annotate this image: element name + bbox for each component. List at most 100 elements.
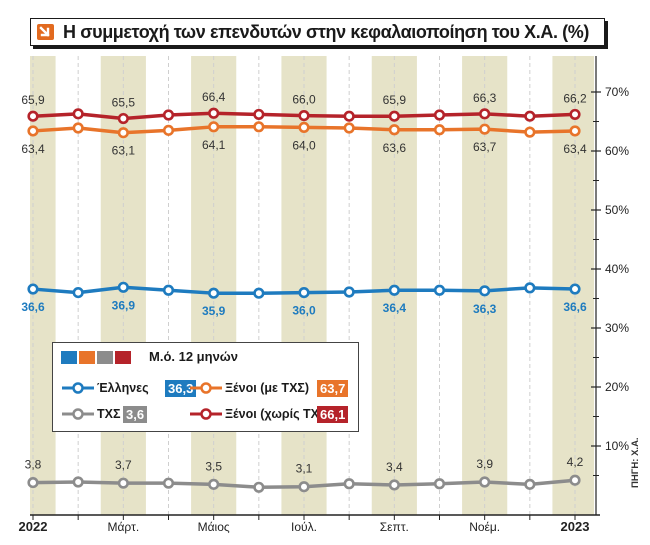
data-point [72, 476, 84, 488]
y-tick-label: 50% [605, 203, 629, 217]
data-label: 3,9 [476, 457, 493, 471]
y-tick-label: 10% [605, 439, 629, 453]
legend-avg-greeks: 36,3 [165, 380, 197, 397]
legend-label-foreign-with: Ξένοι (με ΤΧΣ) [225, 381, 310, 395]
y-tick-label: 60% [605, 144, 629, 158]
data-point [569, 108, 581, 121]
data-label: 66,0 [292, 93, 316, 107]
data-label: 63,4 [563, 142, 587, 156]
legend-label-hfsf: ΤΧΣ [97, 407, 121, 421]
legend-marker-foreign-with [190, 382, 222, 394]
legend-swatch-gray [97, 351, 113, 364]
x-tick-label: 2023 [561, 519, 590, 534]
data-point [27, 110, 39, 122]
data-point [479, 108, 491, 120]
data-point [208, 107, 220, 119]
data-point [117, 127, 129, 139]
data-label: 65,9 [383, 93, 407, 107]
legend-label-foreign-without: Ξένοι (χωρίς ΤΧΣ) [225, 407, 331, 421]
data-point [298, 109, 310, 122]
data-point [27, 125, 39, 137]
x-tick-label: Ιούλ. [291, 520, 317, 534]
data-label: 64,0 [292, 138, 316, 152]
data-label: 36,4 [383, 301, 407, 315]
data-point [569, 474, 581, 486]
data-label: 63,6 [383, 141, 407, 155]
legend-header-label: Μ.ό. 12 μηνών [149, 349, 239, 364]
x-tick-label: Σεπτ. [380, 520, 409, 534]
legend-avg-foreign-with: 63,7 [317, 380, 349, 397]
chart-title: Η συμμετοχή των επενδυτών στην κεφαλαιοπ… [63, 22, 589, 42]
legend-marker-hfsf [62, 408, 94, 420]
data-label: 3,1 [296, 462, 313, 476]
data-point [253, 108, 265, 121]
data-point [343, 478, 355, 490]
data-point [117, 281, 129, 293]
x-tick-label: Μάρτ. [107, 520, 139, 534]
data-point [433, 124, 446, 136]
legend-label-greeks: Έλληνες [97, 381, 149, 395]
x-tick-label: Μάιος [198, 520, 230, 534]
data-label: 63,4 [21, 142, 45, 156]
data-label: 36,6 [563, 300, 587, 314]
data-point [524, 282, 536, 294]
x-tick-label: 2022 [19, 519, 48, 534]
month-band [191, 56, 237, 515]
data-label: 36,6 [21, 300, 45, 314]
data-point [479, 476, 491, 488]
x-tick-label: Νοέμ. [469, 520, 500, 534]
data-label: 3,8 [25, 458, 42, 472]
legend-marker-foreign-without [190, 408, 222, 420]
data-label: 3,4 [386, 460, 403, 474]
data-point [208, 121, 220, 133]
data-point [524, 478, 536, 490]
data-point [343, 286, 355, 298]
chart-series [27, 107, 581, 493]
data-point [433, 478, 446, 490]
chart-bands [30, 56, 594, 515]
data-label: 36,9 [112, 298, 136, 312]
legend-swatch-red [115, 351, 131, 364]
data-label: 65,5 [112, 96, 136, 110]
data-point [27, 283, 39, 295]
y-tick-label: 20% [605, 380, 629, 394]
data-label: 3,7 [115, 458, 132, 472]
chart-legend: Μ.ό. 12 μηνών Έλληνες 36,3 Ξένοι (με ΤΧΣ… [52, 342, 359, 432]
data-label: 65,9 [21, 93, 45, 107]
arrow-icon [37, 24, 54, 40]
y-tick-label: 70% [605, 85, 629, 99]
data-point [253, 287, 265, 299]
chart-labels: 65,9 65,5 66,4 66,0 65,9 66,3 66,2 63,4 63,1 64,1… [21, 90, 587, 475]
source-note: ΠΗΓΗ: Χ.Α. [630, 437, 641, 488]
data-label: 36,0 [292, 304, 316, 318]
data-point [162, 477, 175, 489]
legend-swatch-blue [61, 351, 77, 364]
data-point [162, 124, 175, 136]
data-label: 63,7 [473, 140, 497, 154]
data-point [72, 287, 84, 299]
data-point [117, 112, 129, 125]
data-label: 66,4 [202, 90, 226, 104]
legend-swatch-orange [79, 351, 95, 364]
data-point [208, 478, 220, 490]
data-label: 4,2 [567, 455, 584, 469]
data-label: 66,3 [473, 91, 497, 105]
data-point [388, 284, 400, 296]
chart-title-bar: Η συμμετοχή των επενδυτών στην κεφαλαιοπ… [30, 18, 605, 46]
data-point [298, 481, 310, 493]
data-point [72, 108, 84, 120]
y-tick-label: 40% [605, 262, 629, 276]
data-point [524, 110, 536, 122]
data-point [298, 121, 310, 133]
data-point [569, 283, 581, 295]
data-point [117, 477, 129, 489]
data-point [343, 122, 355, 134]
data-point [298, 287, 310, 299]
data-point [162, 284, 175, 296]
chart-axes: 10% 20% 30% 40% 50% 60% 70% 2022 Μάρτ. Μάιος Ιούλ.… [19, 56, 629, 534]
legend-avg-hfsf: 3,6 [123, 406, 148, 423]
data-point [72, 122, 84, 134]
data-label: 66,2 [563, 91, 587, 105]
data-point [479, 285, 491, 297]
